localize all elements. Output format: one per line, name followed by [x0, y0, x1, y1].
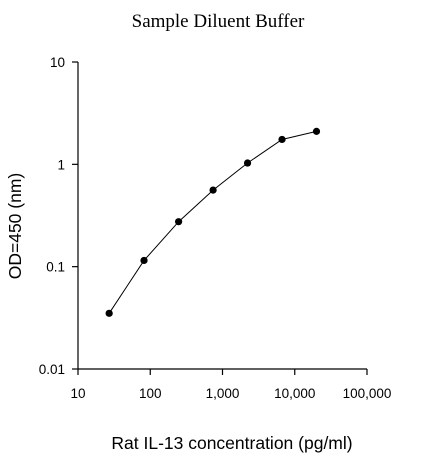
y-axis-label: OD=450 (nm) — [5, 173, 25, 280]
plot-area — [77, 62, 367, 370]
x-tick-label: 10,000 — [274, 386, 315, 401]
x-axis-ticks: 10 100 1,000 10,000 100,000 — [70, 369, 391, 401]
y-axis-ticks: 0.01 0.1 1 10 — [39, 55, 78, 377]
data-point — [312, 127, 321, 135]
x-axis-label: Rat IL-13 concentration (pg/ml) — [111, 433, 352, 453]
data-point — [105, 309, 113, 317]
data-point — [278, 135, 286, 144]
series-line — [108, 130, 317, 314]
y-tick-label: 0.01 — [39, 362, 65, 377]
y-tick-label: 0.1 — [46, 260, 65, 275]
y-tick-label: 10 — [50, 55, 65, 70]
data-point — [243, 159, 252, 167]
x-tick-label: 100,000 — [343, 386, 392, 401]
data-point — [175, 218, 183, 226]
data-point — [140, 256, 148, 265]
x-tick-label: 10 — [70, 386, 85, 401]
chart-title: Sample Diluent Buffer — [132, 11, 305, 32]
x-tick-label: 100 — [139, 386, 162, 401]
x-tick-label: 1,000 — [206, 386, 240, 401]
y-tick-label: 1 — [57, 157, 65, 172]
data-point — [209, 186, 217, 194]
data-series — [105, 127, 321, 317]
